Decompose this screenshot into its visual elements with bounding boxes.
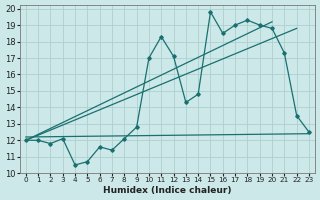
X-axis label: Humidex (Indice chaleur): Humidex (Indice chaleur) <box>103 186 232 195</box>
